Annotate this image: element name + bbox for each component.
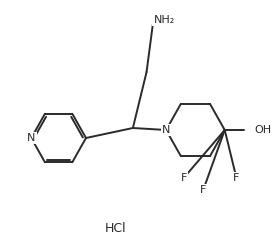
Text: F: F xyxy=(233,173,240,183)
Text: NH₂: NH₂ xyxy=(153,15,175,25)
Text: F: F xyxy=(181,173,187,183)
Text: F: F xyxy=(200,185,206,195)
Text: N: N xyxy=(162,125,170,135)
Text: OH: OH xyxy=(254,125,271,135)
Text: HCl: HCl xyxy=(104,221,126,235)
Text: N: N xyxy=(27,133,35,143)
